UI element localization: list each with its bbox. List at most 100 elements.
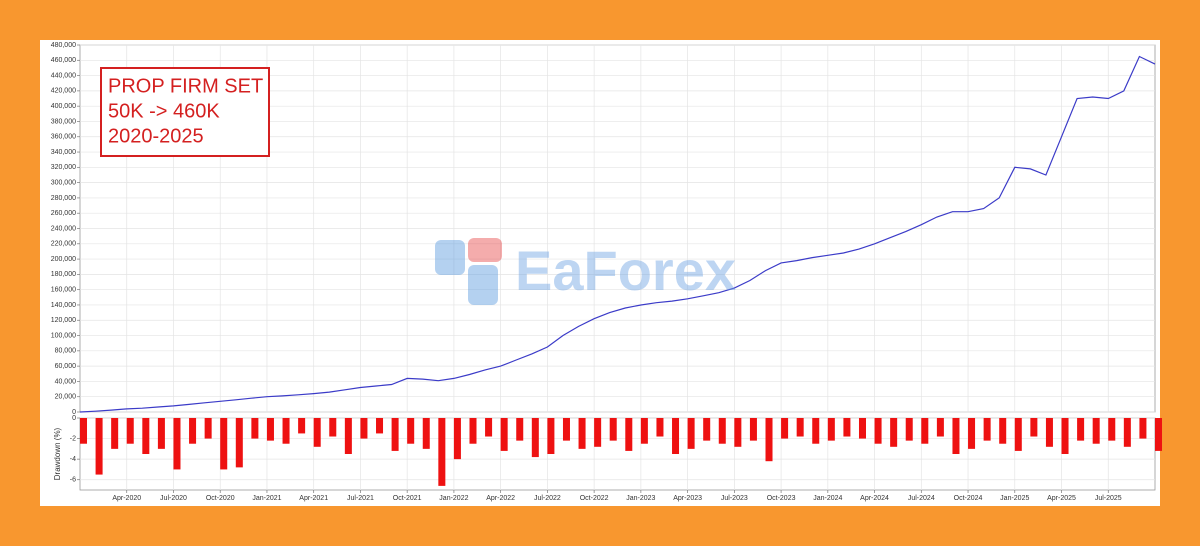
x-tick-label: Jul-2024 <box>908 495 935 502</box>
drawdown-bar <box>453 418 461 460</box>
drawdown-bar <box>952 418 960 454</box>
drawdown-bar <box>890 418 898 447</box>
watermark-text: EaForex <box>515 239 736 302</box>
y-tick-label: 380,000 <box>51 118 76 125</box>
drawdown-bar <box>765 418 773 462</box>
y-tick-label: 260,000 <box>51 210 76 217</box>
x-tick-label: Oct-2021 <box>393 495 422 502</box>
drawdown-bar <box>142 418 150 454</box>
drawdown-bar <box>1045 418 1053 447</box>
drawdown-bar <box>235 418 243 468</box>
y-tick-label: 300,000 <box>51 179 76 186</box>
drawdown-bar <box>438 418 446 486</box>
y-tick-label: 420,000 <box>51 88 76 95</box>
x-tick-label: Apr-2025 <box>1047 495 1076 502</box>
drawdown-bar <box>266 418 274 441</box>
watermark-icon <box>435 240 465 275</box>
drawdown-bar <box>329 418 337 437</box>
drawdown-bar <box>983 418 991 441</box>
drawdown-bar <box>95 418 103 475</box>
x-tick-label: Apr-2022 <box>486 495 515 502</box>
drawdown-bar <box>547 418 555 454</box>
annotation-box <box>100 67 270 157</box>
y-tick-label: 480,000 <box>51 42 76 49</box>
annotation-line: 50K -> 460K <box>108 100 220 122</box>
drawdown-bar <box>422 418 430 449</box>
y-tick-label: 440,000 <box>51 72 76 79</box>
y-tick-label: 320,000 <box>51 164 76 171</box>
watermark-icon <box>468 238 502 262</box>
drawdown-bar <box>594 418 602 447</box>
drawdown-bar <box>687 418 695 449</box>
drawdown-bar <box>531 418 539 458</box>
drawdown-bar <box>251 418 259 439</box>
y-tick-label: 220,000 <box>51 241 76 248</box>
drawdown-bar <box>220 418 228 470</box>
drawdown-bar <box>578 418 586 449</box>
y-tick-label: 460,000 <box>51 57 76 64</box>
drawdown-bar <box>905 418 913 441</box>
x-tick-label: Jan-2024 <box>813 495 842 502</box>
drawdown-bar <box>609 418 617 441</box>
y-tick-label: 0 <box>72 415 76 422</box>
y-axis-label: Drawdown (%) <box>53 427 62 480</box>
drawdown-bar <box>672 418 680 454</box>
x-tick-label: Apr-2024 <box>860 495 889 502</box>
watermark-icon <box>468 265 498 305</box>
drawdown-bar <box>157 418 165 449</box>
drawdown-bar <box>1092 418 1100 444</box>
x-tick-label: Oct-2023 <box>767 495 796 502</box>
marks <box>79 55 1163 486</box>
y-tick-label: 0 <box>72 409 76 416</box>
y-tick-label: -6 <box>70 477 76 484</box>
drawdown-bar <box>407 418 415 444</box>
drawdown-bar <box>500 418 508 451</box>
drawdown-bar <box>999 418 1007 444</box>
annotation-line: PROP FIRM SET <box>108 75 263 97</box>
drawdown-bar <box>516 418 524 441</box>
y-tick-label: 20,000 <box>55 394 77 401</box>
x-tick-label: Jan-2023 <box>626 495 655 502</box>
drawdown-bar <box>344 418 352 454</box>
x-tick-label: Oct-2022 <box>580 495 609 502</box>
y-tick-label: 100,000 <box>51 332 76 339</box>
x-tick-label: Apr-2023 <box>673 495 702 502</box>
drawdown-bar <box>625 418 633 451</box>
drawdown-bar <box>936 418 944 437</box>
drawdown-bar <box>111 418 119 449</box>
y-tick-label: 180,000 <box>51 271 76 278</box>
drawdown-bar <box>1123 418 1131 447</box>
drawdown-bar <box>1061 418 1069 454</box>
drawdown-bar <box>173 418 181 470</box>
y-tick-label: 40,000 <box>55 378 77 385</box>
drawdown-bar <box>858 418 866 439</box>
drawdown-bar <box>843 418 851 437</box>
drawdown-bar <box>734 418 742 447</box>
drawdown-bar <box>874 418 882 444</box>
drawdown-bar <box>1030 418 1038 437</box>
x-tick-label: Oct-2024 <box>954 495 983 502</box>
drawdown-bar <box>718 418 726 444</box>
drawdown-bar <box>376 418 384 434</box>
y-tick-label: 120,000 <box>51 317 76 324</box>
y-tick-label: 60,000 <box>55 363 77 370</box>
drawdown-bar <box>204 418 212 439</box>
drawdown-bar <box>749 418 757 441</box>
x-tick-label: Jan-2021 <box>252 495 281 502</box>
equity-line <box>79 55 1156 413</box>
drawdown-bar <box>640 418 648 444</box>
drawdown-bar <box>827 418 835 441</box>
x-tick-label: Jul-2025 <box>1095 495 1122 502</box>
drawdown-bar <box>189 418 197 444</box>
y-tick-label: 240,000 <box>51 225 76 232</box>
drawdown-bar <box>360 418 368 439</box>
drawdown-bar <box>1014 418 1022 451</box>
y-tick-label: 340,000 <box>51 149 76 156</box>
y-tick-label: 80,000 <box>55 348 77 355</box>
y-tick-label: -4 <box>70 456 76 463</box>
x-tick-label: Apr-2021 <box>299 495 328 502</box>
drawdown-bar <box>1077 418 1085 441</box>
x-tick-label: Jan-2022 <box>439 495 468 502</box>
x-tick-label: Oct-2020 <box>206 495 235 502</box>
